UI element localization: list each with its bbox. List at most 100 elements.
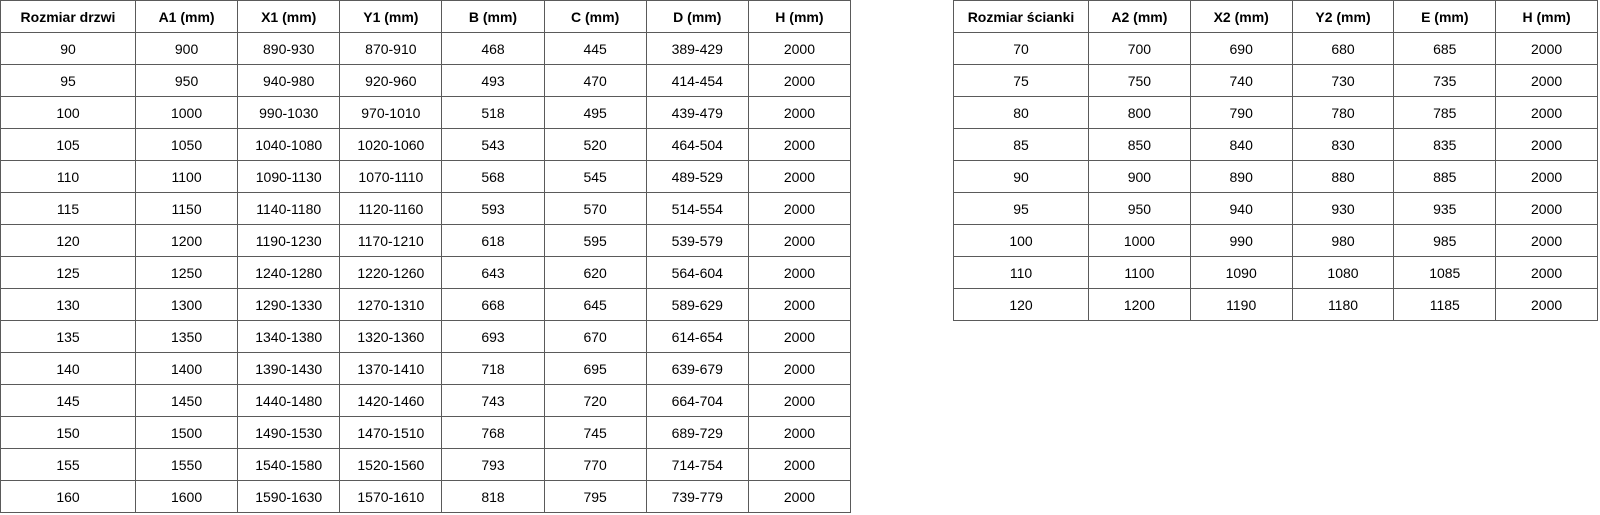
- table-cell: 870-910: [339, 32, 443, 65]
- table-cell: 740: [1189, 64, 1293, 97]
- table-cell: 2000: [747, 160, 852, 193]
- table-cell: 840: [1189, 128, 1293, 161]
- table-cell: 645: [543, 288, 647, 321]
- table-cell: 595: [543, 224, 647, 257]
- table-cell: 80: [953, 96, 1089, 129]
- table-cell: 643: [441, 256, 545, 289]
- table-cell: 90: [953, 160, 1089, 193]
- table-cell: 1220-1260: [339, 256, 443, 289]
- header-row: Rozmiar ścianki A2 (mm) X2 (mm) Y2 (mm) E (m…: [953, 0, 1598, 33]
- header-row: Rozmiar drzwi A1 (mm) X1 (mm) Y1 (mm) B (mm)…: [0, 0, 852, 33]
- column-header: E (mm): [1393, 0, 1497, 33]
- table-cell: 770: [543, 448, 647, 481]
- table-cell: 570: [543, 192, 647, 225]
- table-row: 95 950 940-980 920-960 493 470 414-454 2000: [0, 64, 852, 97]
- table-cell: 985: [1393, 224, 1497, 257]
- table-row: 100 1000 990 980 985 2000: [953, 224, 1598, 257]
- table-cell: 2000: [747, 448, 852, 481]
- table-cell: 880: [1291, 160, 1395, 193]
- table-cell: 2000: [747, 192, 852, 225]
- table-cell: 935: [1393, 192, 1497, 225]
- table-cell: 735: [1393, 64, 1497, 97]
- table-row: 95 950 940 930 935 2000: [953, 192, 1598, 225]
- table-cell: 1540-1580: [237, 448, 341, 481]
- table-cell: 589-629: [645, 288, 749, 321]
- table-cell: 1200: [1088, 288, 1191, 321]
- table-cell: 593: [441, 192, 545, 225]
- table-cell: 150: [0, 416, 136, 449]
- table-cell: 120: [953, 288, 1089, 321]
- table-cell: 125: [0, 256, 136, 289]
- table-cell: 2000: [1495, 224, 1598, 257]
- table-cell: 2000: [747, 384, 852, 417]
- table-cell: 618: [441, 224, 545, 257]
- column-header: Rozmiar ścianki: [953, 0, 1089, 33]
- table-cell: 115: [0, 192, 136, 225]
- table-cell: 890: [1189, 160, 1293, 193]
- table-cell: 90: [0, 32, 136, 65]
- table-cell: 70: [953, 32, 1089, 65]
- table-cell: 568: [441, 160, 545, 193]
- table-cell: 1090: [1189, 256, 1293, 289]
- table-cell: 2000: [1495, 160, 1598, 193]
- table-cell: 1470-1510: [339, 416, 443, 449]
- table-cell: 493: [441, 64, 545, 97]
- table-row: 90 900 890 880 885 2000: [953, 160, 1598, 193]
- table-cell: 745: [543, 416, 647, 449]
- table-row: 150 1500 1490-1530 1470-1510 768 745 689-729 20…: [0, 416, 852, 449]
- table-cell: 714-754: [645, 448, 749, 481]
- table-cell: 620: [543, 256, 647, 289]
- table-cell: 1340-1380: [237, 320, 341, 353]
- table-cell: 1320-1360: [339, 320, 443, 353]
- table-row: 75 750 740 730 735 2000: [953, 64, 1598, 97]
- table-cell: 920-960: [339, 64, 443, 97]
- table-cell: 2000: [747, 128, 852, 161]
- table-cell: 850: [1088, 128, 1191, 161]
- table-cell: 830: [1291, 128, 1395, 161]
- table-cell: 1190: [1189, 288, 1293, 321]
- table-cell: 795: [543, 480, 647, 513]
- table-cell: 1000: [1088, 224, 1191, 257]
- table-cell: 780: [1291, 96, 1395, 129]
- table-cell: 1420-1460: [339, 384, 443, 417]
- table-cell: 520: [543, 128, 647, 161]
- table-row: 160 1600 1590-1630 1570-1610 818 795 739-779 20…: [0, 480, 852, 513]
- wall-panel-size-table: Rozmiar ścianki A2 (mm) X2 (mm) Y2 (mm) E (m…: [953, 0, 1598, 321]
- table-cell: 700: [1088, 32, 1191, 65]
- table-cell: 2000: [747, 64, 852, 97]
- table-cell: 2000: [747, 32, 852, 65]
- table-cell: 835: [1393, 128, 1497, 161]
- table-cell: 2000: [1495, 192, 1598, 225]
- column-header: C (mm): [543, 0, 647, 33]
- table-cell: 1570-1610: [339, 480, 443, 513]
- table-cell: 2000: [747, 96, 852, 129]
- table-cell: 950: [1088, 192, 1191, 225]
- table-cell: 130: [0, 288, 136, 321]
- table-cell: 1000: [134, 96, 239, 129]
- table-cell: 1550: [134, 448, 239, 481]
- table-cell: 1370-1410: [339, 352, 443, 385]
- column-header: Y1 (mm): [339, 0, 443, 33]
- column-header: Y2 (mm): [1291, 0, 1395, 33]
- table-row: 125 1250 1240-1280 1220-1260 643 620 564-604 20…: [0, 256, 852, 289]
- table-cell: 1020-1060: [339, 128, 443, 161]
- table-cell: 980: [1291, 224, 1395, 257]
- table-row: 135 1350 1340-1380 1320-1360 693 670 614-654 20…: [0, 320, 852, 353]
- table-row: 145 1450 1440-1480 1420-1460 743 720 664-704 20…: [0, 384, 852, 417]
- column-header: H (mm): [747, 0, 852, 33]
- table-cell: 1040-1080: [237, 128, 341, 161]
- table-cell: 95: [953, 192, 1089, 225]
- table-cell: 1390-1430: [237, 352, 341, 385]
- table-cell: 564-604: [645, 256, 749, 289]
- table-cell: 1290-1330: [237, 288, 341, 321]
- table-cell: 2000: [747, 288, 852, 321]
- table-cell: 1200: [134, 224, 239, 257]
- table-cell: 468: [441, 32, 545, 65]
- table-cell: 110: [953, 256, 1089, 289]
- table-cell: 1490-1530: [237, 416, 341, 449]
- table-cell: 885: [1393, 160, 1497, 193]
- table-cell: 489-529: [645, 160, 749, 193]
- table-cell: 470: [543, 64, 647, 97]
- table-row: 80 800 790 780 785 2000: [953, 96, 1598, 129]
- table-cell: 1140-1180: [237, 192, 341, 225]
